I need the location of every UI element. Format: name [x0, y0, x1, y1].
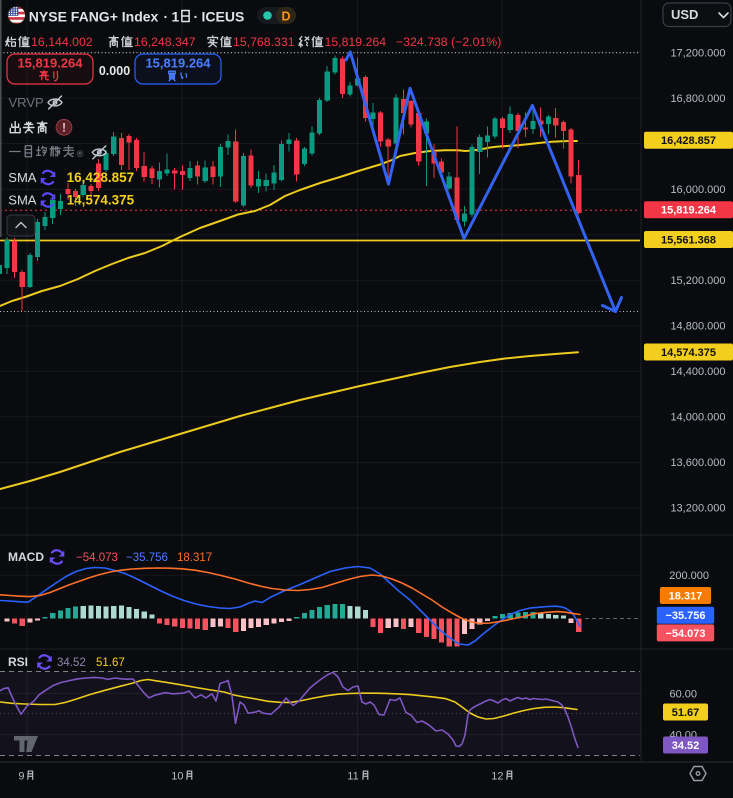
svg-text:16,248.347: 16,248.347 [134, 35, 196, 49]
svg-text:14,574.375: 14,574.375 [67, 193, 135, 208]
svg-text:ICEUS: ICEUS [202, 9, 245, 25]
svg-text:−35.756: −35.756 [126, 552, 168, 564]
svg-text:SMA: SMA [8, 193, 37, 208]
svg-text:®: ® [77, 149, 84, 159]
svg-text:34.52: 34.52 [57, 657, 86, 669]
svg-text:13,200.000: 13,200.000 [670, 503, 725, 515]
svg-text:16,144.002: 16,144.002 [31, 35, 93, 49]
svg-text:15,819.264: 15,819.264 [325, 35, 387, 49]
svg-text:15,200.000: 15,200.000 [670, 275, 725, 287]
svg-text:MACD: MACD [8, 550, 44, 564]
svg-text:·: · [164, 9, 169, 25]
svg-text:18.317: 18.317 [177, 552, 212, 564]
svg-text:RSI: RSI [8, 655, 28, 669]
svg-text:VRVP: VRVP [9, 95, 44, 110]
svg-text:11: 11 [347, 771, 358, 783]
svg-text:−324.738 (−2.01%): −324.738 (−2.01%) [396, 35, 501, 49]
svg-text:15,768.331: 15,768.331 [233, 35, 295, 49]
svg-text:60.00: 60.00 [669, 688, 697, 700]
svg-text:14,400.000: 14,400.000 [670, 366, 725, 378]
svg-text:13,600.000: 13,600.000 [670, 457, 725, 469]
svg-text:15,561.368: 15,561.368 [661, 234, 716, 246]
svg-text:17,200.000: 17,200.000 [670, 47, 725, 59]
svg-text:1: 1 [172, 9, 180, 25]
svg-text:10: 10 [171, 771, 183, 783]
svg-text:NYSE FANG+ Index: NYSE FANG+ Index [29, 9, 159, 25]
svg-text:51.67: 51.67 [672, 707, 700, 719]
svg-text:18.317: 18.317 [669, 590, 703, 602]
svg-text:34.52: 34.52 [672, 740, 700, 752]
svg-text:USD: USD [671, 7, 698, 22]
svg-text:15,819.264: 15,819.264 [145, 56, 211, 71]
svg-text:15,819.264: 15,819.264 [17, 56, 83, 71]
svg-text:SMA: SMA [8, 170, 37, 185]
svg-text:14,800.000: 14,800.000 [670, 321, 725, 333]
svg-text:0.000: 0.000 [99, 64, 130, 78]
svg-text:9: 9 [18, 771, 24, 783]
svg-text:14,574.375: 14,574.375 [661, 347, 716, 359]
svg-text:200.000: 200.000 [669, 570, 709, 582]
svg-text:!: ! [62, 123, 66, 135]
svg-text:16,800.000: 16,800.000 [670, 93, 725, 105]
svg-text:12: 12 [491, 771, 503, 783]
svg-text:·: · [194, 9, 199, 25]
svg-text:15,819.264: 15,819.264 [661, 205, 717, 217]
svg-text:−35.756: −35.756 [665, 610, 705, 622]
svg-text:16,428.857: 16,428.857 [661, 135, 716, 147]
svg-text:14,000.000: 14,000.000 [670, 412, 725, 424]
svg-text:−54.073: −54.073 [665, 628, 705, 640]
svg-text:16,000.000: 16,000.000 [670, 184, 725, 196]
svg-text:16,428.857: 16,428.857 [67, 170, 135, 185]
svg-text:−54.073: −54.073 [76, 552, 118, 564]
svg-text:51.67: 51.67 [96, 657, 125, 669]
svg-text:D: D [281, 9, 290, 23]
